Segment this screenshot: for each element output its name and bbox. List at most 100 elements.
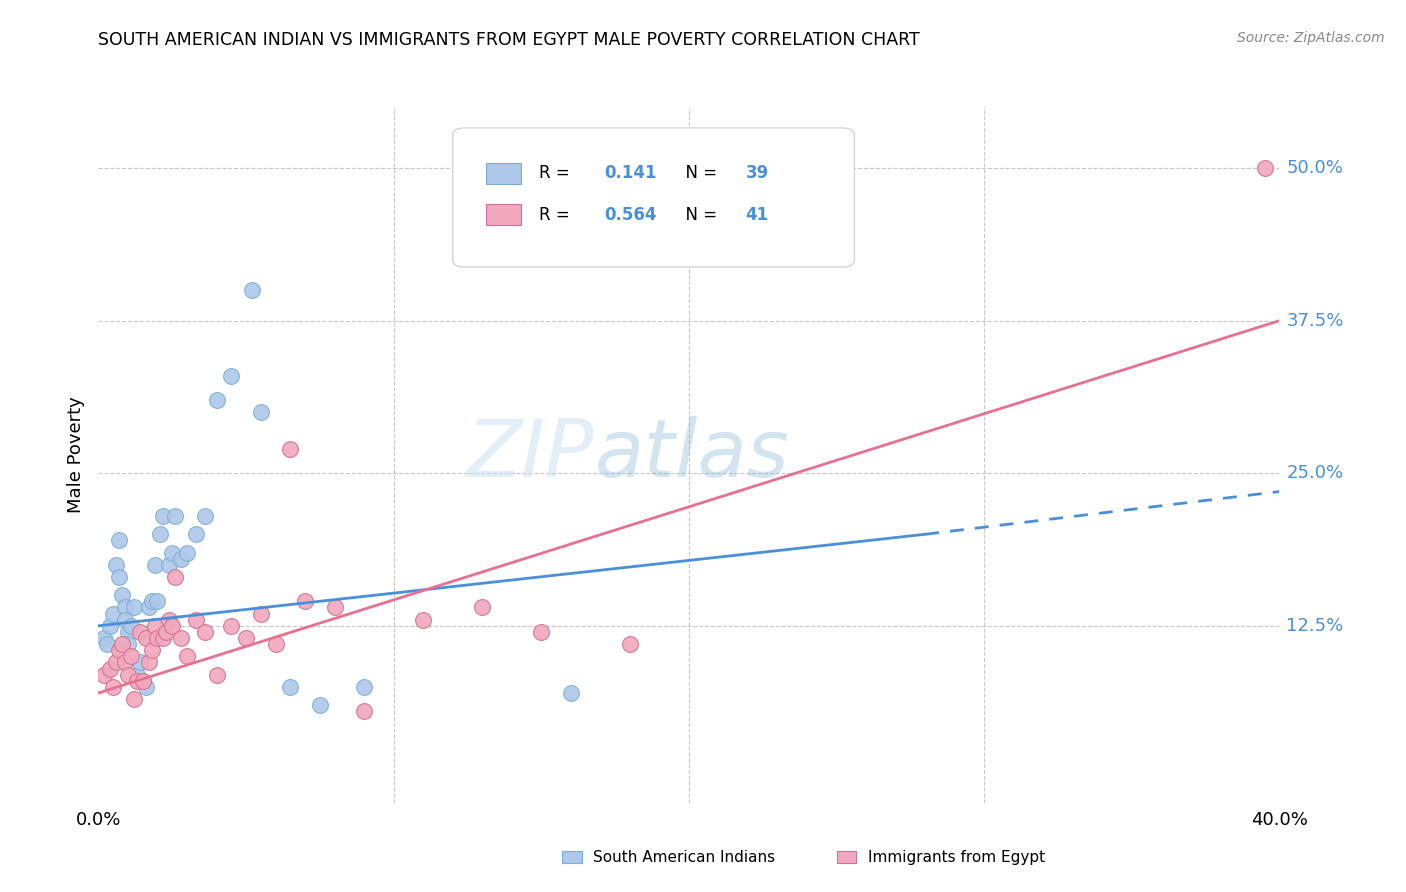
Point <box>141 643 163 657</box>
Point <box>114 656 136 670</box>
Point <box>194 624 217 639</box>
Text: Immigrants from Egypt: Immigrants from Egypt <box>868 850 1045 864</box>
Point <box>143 619 166 633</box>
FancyBboxPatch shape <box>486 204 522 226</box>
Text: South American Indians: South American Indians <box>593 850 776 864</box>
Point <box>135 680 157 694</box>
Point <box>132 673 155 688</box>
Text: 50.0%: 50.0% <box>1286 159 1343 178</box>
Point <box>125 673 148 688</box>
Point <box>114 613 136 627</box>
Text: R =: R = <box>538 206 575 224</box>
Point <box>235 631 257 645</box>
Point <box>146 594 169 608</box>
Text: SOUTH AMERICAN INDIAN VS IMMIGRANTS FROM EGYPT MALE POVERTY CORRELATION CHART: SOUTH AMERICAN INDIAN VS IMMIGRANTS FROM… <box>98 31 920 49</box>
Point <box>103 607 125 621</box>
Point <box>162 619 183 633</box>
Y-axis label: Male Poverty: Male Poverty <box>66 397 84 513</box>
Point <box>96 637 118 651</box>
Point <box>141 594 163 608</box>
Point <box>219 368 242 383</box>
Point <box>471 600 494 615</box>
Point <box>278 680 302 694</box>
Point <box>125 667 148 681</box>
Point <box>138 656 160 670</box>
Point <box>93 631 115 645</box>
Point <box>149 527 172 541</box>
Point <box>157 558 180 572</box>
Point <box>165 570 187 584</box>
Point <box>176 649 198 664</box>
Point <box>117 667 139 681</box>
Point <box>120 649 142 664</box>
Point <box>128 656 150 670</box>
Point <box>176 545 198 559</box>
Point <box>194 508 217 523</box>
Point <box>122 600 145 615</box>
Point <box>294 594 316 608</box>
Text: N =: N = <box>675 206 723 224</box>
Point <box>157 613 180 627</box>
Point <box>132 673 155 688</box>
Point <box>128 624 150 639</box>
Point <box>155 624 177 639</box>
Text: 41: 41 <box>745 206 769 224</box>
Text: Source: ZipAtlas.com: Source: ZipAtlas.com <box>1237 31 1385 45</box>
Point <box>240 283 263 297</box>
Point <box>170 631 193 645</box>
Point <box>152 508 174 523</box>
Text: 12.5%: 12.5% <box>1286 616 1344 635</box>
Point <box>114 600 136 615</box>
Point <box>560 686 582 700</box>
Point <box>353 704 375 718</box>
Text: N =: N = <box>675 164 723 182</box>
Text: ZIP: ZIP <box>467 416 595 494</box>
Point <box>619 637 641 651</box>
Point <box>219 619 242 633</box>
Point <box>205 667 228 681</box>
Point <box>412 613 434 627</box>
Point <box>184 613 207 627</box>
Text: 37.5%: 37.5% <box>1286 311 1344 330</box>
Point <box>98 661 121 675</box>
Point <box>162 545 183 559</box>
Point <box>122 692 145 706</box>
Point <box>278 442 302 456</box>
Point <box>250 405 273 419</box>
Point <box>117 637 139 651</box>
Point <box>146 631 169 645</box>
Point <box>530 624 553 639</box>
Point <box>117 624 139 639</box>
Point <box>1254 161 1277 175</box>
Point <box>205 392 228 407</box>
Point <box>138 600 160 615</box>
Text: atlas: atlas <box>595 416 789 494</box>
Point <box>105 558 128 572</box>
Point <box>250 607 273 621</box>
Point <box>143 558 166 572</box>
Point <box>103 680 125 694</box>
Point <box>98 619 121 633</box>
Point <box>108 643 131 657</box>
Point <box>152 631 174 645</box>
Point <box>108 570 131 584</box>
Text: 25.0%: 25.0% <box>1286 464 1344 483</box>
Point <box>165 508 187 523</box>
Text: 0.564: 0.564 <box>605 206 657 224</box>
FancyBboxPatch shape <box>453 128 855 267</box>
Text: R =: R = <box>538 164 575 182</box>
FancyBboxPatch shape <box>486 162 522 184</box>
Point <box>111 588 134 602</box>
Point <box>264 637 287 651</box>
Point <box>93 667 115 681</box>
Point <box>323 600 346 615</box>
Point <box>111 637 134 651</box>
Text: 39: 39 <box>745 164 769 182</box>
Text: 0.141: 0.141 <box>605 164 657 182</box>
Point <box>184 527 207 541</box>
Point <box>309 698 332 713</box>
Point <box>135 631 157 645</box>
Point <box>108 533 131 548</box>
Point <box>120 619 142 633</box>
Point <box>353 680 375 694</box>
